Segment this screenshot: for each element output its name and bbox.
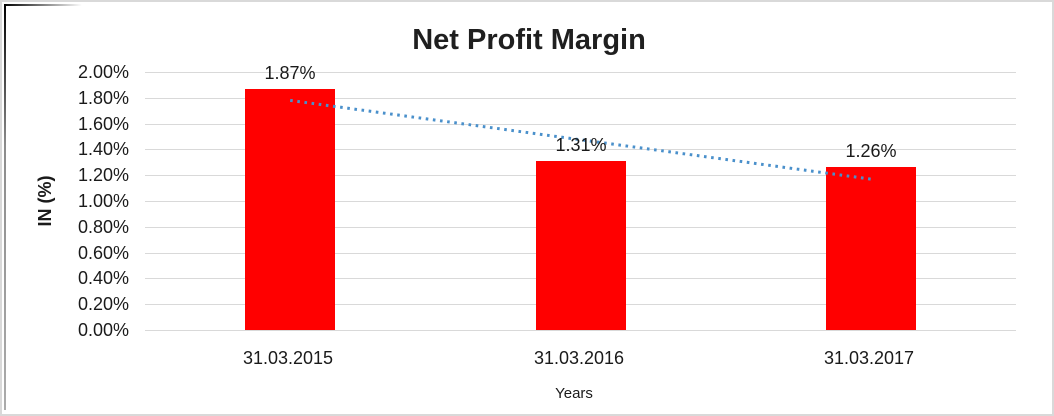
y-tick-label: 0.40% xyxy=(77,268,129,288)
y-tick-label: 1.80% xyxy=(77,88,129,108)
gridline xyxy=(145,72,1016,73)
bar xyxy=(245,89,335,330)
frame-left-accent-line xyxy=(4,4,6,410)
x-tick-label: 31.03.2017 xyxy=(823,348,915,368)
y-tick-label: 0.60% xyxy=(77,243,129,263)
bar xyxy=(826,167,916,330)
gridline xyxy=(145,330,1016,331)
x-tick-label: 31.03.2016 xyxy=(533,348,625,368)
y-tick-label: 0.00% xyxy=(77,320,129,340)
x-axis-title: Years xyxy=(555,385,593,402)
y-tick-label: 1.20% xyxy=(77,165,129,185)
frame-top-accent-line xyxy=(4,4,82,6)
y-tick-label: 1.60% xyxy=(77,114,129,134)
bar-value-label: 1.87% xyxy=(264,63,316,83)
gridline xyxy=(145,98,1016,99)
y-tick-label: 0.80% xyxy=(77,217,129,237)
y-tick-label: 1.40% xyxy=(77,139,129,159)
bar xyxy=(536,161,626,330)
y-tick-label: 2.00% xyxy=(77,62,129,82)
chart-title: Net Profit Margin xyxy=(412,24,646,56)
bar-value-label: 1.31% xyxy=(555,135,607,155)
x-tick-label: 31.03.2015 xyxy=(242,348,334,368)
y-tick-label: 1.00% xyxy=(77,191,129,211)
y-tick-label: 0.20% xyxy=(77,294,129,314)
bar-value-label: 1.26% xyxy=(845,141,897,161)
